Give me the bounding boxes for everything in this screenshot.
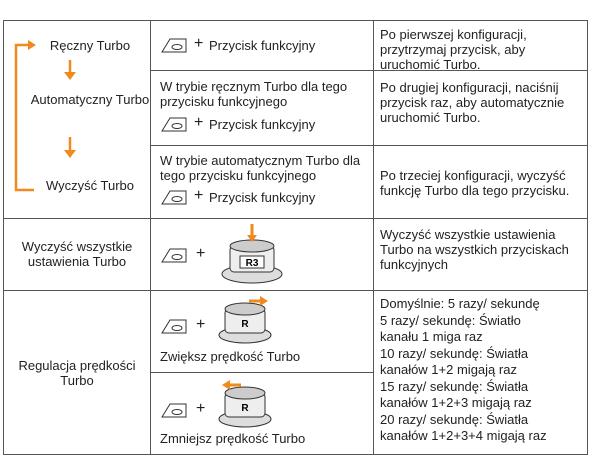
description: Po trzeciej konfiguracji, wyczyść funkcj… — [380, 168, 570, 198]
plus: + — [194, 187, 204, 204]
plus: + — [196, 245, 206, 262]
stick-label: R — [241, 319, 249, 330]
turbo-icon — [161, 190, 187, 205]
description: Po pierwszej konfiguracji, przytrzymaj p… — [380, 27, 527, 72]
turbo-icon — [161, 117, 187, 132]
flow-arrows — [14, 40, 76, 192]
condition: W trybie automatycznym Turbo dla tego pr… — [160, 153, 361, 183]
border — [3, 20, 588, 21]
border — [150, 145, 588, 146]
mode: Ręczny Turbo — [49, 38, 131, 53]
description-line: kanałów 1+2+3+4 migają raz — [380, 428, 547, 443]
description: Domyślnie: 5 razy/ sekundę 5 razy/ sekund… — [380, 296, 585, 445]
border — [3, 454, 588, 455]
description-line: kanałów 1+2 migają raz — [380, 362, 517, 377]
turbo-icon — [161, 248, 187, 263]
plus: + — [194, 114, 204, 131]
adjust-label: Zmniejsz prędkość Turbo — [160, 431, 306, 446]
description: Wyczyść wszystkie ustawienia Turbo na ws… — [380, 227, 569, 272]
button: Przycisk funkcyjny — [209, 117, 316, 132]
mode: Wyczyść Turbo — [45, 178, 134, 193]
turbo-icon — [161, 403, 187, 418]
description-line: 15 razy/ sekundę: Światła — [380, 378, 529, 394]
plus: + — [196, 316, 206, 333]
turbo-icon — [161, 38, 187, 53]
mode: Wyczyść wszystkie ustawienia Turbo — [21, 239, 133, 269]
plus: + — [196, 400, 206, 417]
border — [3, 20, 4, 455]
description-line: 20 razy/ sekundę: Światła — [380, 411, 529, 427]
description: Po drugiej konfiguracji, naciśnij przyci… — [380, 80, 565, 125]
border — [3, 290, 588, 291]
mode: Regulacja prędkości Turbo — [18, 358, 136, 388]
mode: Automatyczny Turbo — [30, 92, 150, 107]
border — [150, 372, 373, 373]
button: Przycisk funkcyjny — [209, 38, 316, 53]
description-line: kanału 1 miga raz — [380, 329, 483, 344]
turbo-icon — [161, 319, 187, 334]
condition: W trybie ręcznym Turbo dla tego przycisk… — [160, 79, 348, 109]
stick-label: R3 — [246, 258, 259, 269]
border — [150, 70, 588, 71]
adjust-label: Zwiększ prędkość Turbo — [160, 349, 301, 364]
stick: R3 — [221, 224, 283, 284]
stick-label: R — [241, 403, 249, 414]
border — [373, 20, 374, 455]
plus: + — [194, 35, 204, 52]
description-line: 5 razy/ sekundę: Światło — [380, 312, 521, 328]
description-line: kanałów 1+2+3 migają raz — [380, 395, 532, 410]
border — [150, 20, 151, 455]
button: Przycisk funkcyjny — [209, 190, 316, 205]
description-line: 10 razy/ sekundę: Światła — [380, 345, 529, 361]
description-line: Domyślnie: 5 razy/ sekundę — [380, 296, 540, 311]
border — [587, 20, 588, 455]
border — [3, 218, 588, 219]
stick: R — [218, 296, 272, 344]
stick: R — [218, 380, 272, 428]
